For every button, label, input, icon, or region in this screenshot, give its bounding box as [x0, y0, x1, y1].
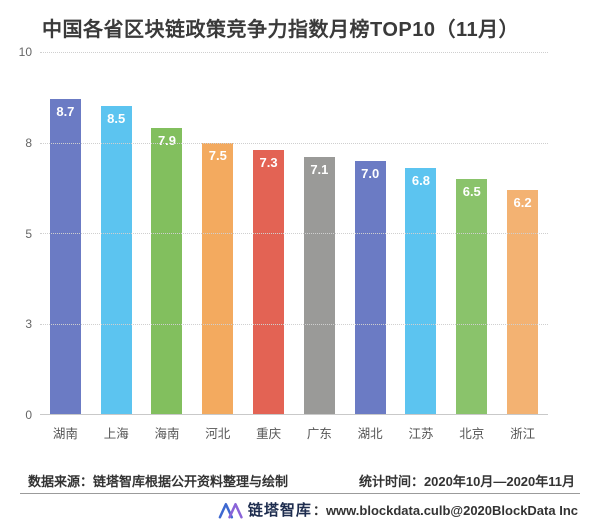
- bar-value-label: 7.9: [157, 133, 177, 149]
- footer-divider: [20, 493, 580, 494]
- bar-江苏: 6.8: [405, 167, 437, 414]
- bar-value-label: 7.0: [361, 165, 380, 181]
- x-axis-label: 江苏: [408, 427, 434, 441]
- bar-湖北: 7.0: [354, 160, 386, 414]
- bar-北京: 6.5: [456, 178, 488, 414]
- bar-value-label: 7.5: [208, 147, 227, 163]
- x-axis-label: 湖南: [52, 427, 78, 441]
- gridline: [40, 142, 548, 144]
- y-axis-tick-label: 0: [25, 408, 32, 422]
- y-axis-tick-label: 5: [25, 226, 32, 241]
- bar-value-label: 7.3: [259, 154, 278, 170]
- bar-湖南: 8.7: [49, 99, 81, 414]
- bar-column: 7.5: [192, 52, 243, 414]
- x-axis-label: 广东: [306, 427, 332, 441]
- page-title: 中国各省区块链政策竞争力指数月榜TOP10（11月）: [42, 19, 520, 41]
- bar-column: 8.7: [40, 52, 91, 414]
- gridline: [40, 52, 548, 53]
- bar-重庆: 7.3: [253, 149, 285, 414]
- bar-value-label: 8.5: [107, 111, 126, 127]
- footer-meta: 数据来源：链塔智库根据公开资料整理与绘制 统计时间：2020年10月—2020年…: [28, 471, 575, 490]
- bar-value-label: 8.7: [56, 104, 75, 120]
- bar-column: 6.8: [396, 52, 447, 414]
- bar-浙江: 6.2: [507, 189, 539, 414]
- y-axis: 10 8 5 3 0: [0, 45, 34, 422]
- x-axis-label: 湖北: [357, 427, 383, 441]
- bar-column: 7.3: [243, 52, 294, 414]
- plot-area: 8.7 8.5 7.9 7.5 7.3 7.1 7.0 6.8 6.5 6.2: [40, 52, 548, 415]
- x-axis-label: 北京: [459, 427, 485, 441]
- bar-column: 6.2: [497, 52, 548, 414]
- brand-bar: 链塔智库 ：www.blockdata.culb@2020BlockData I…: [218, 499, 578, 520]
- bar-上海: 8.5: [100, 106, 132, 414]
- y-axis-tick-label: 3: [25, 317, 32, 332]
- bar-value-label: 6.8: [411, 172, 430, 188]
- blockdata-logo-icon: [218, 502, 243, 518]
- x-axis-labels: 湖南 上海 海南 河北 重庆 广东 湖北 江苏 北京 浙江: [40, 423, 548, 442]
- brand-name: 链塔智库: [247, 502, 312, 519]
- y-axis-tick-label: 8: [25, 135, 32, 150]
- bar-海南: 7.9: [151, 128, 183, 414]
- bars: 8.7 8.5 7.9 7.5 7.3 7.1 7.0 6.8 6.5 6.2: [40, 52, 548, 414]
- data-source-text: 数据来源：链塔智库根据公开资料整理与绘制: [28, 474, 289, 489]
- bar-value-label: 6.2: [513, 194, 532, 210]
- bar-河北: 7.5: [202, 142, 234, 414]
- x-axis-label: 浙江: [510, 427, 536, 441]
- bar-广东: 7.1: [303, 156, 335, 414]
- bar-column: 7.0: [345, 52, 396, 414]
- bar-value-label: 7.1: [310, 161, 329, 177]
- bar-value-label: 6.5: [462, 183, 481, 199]
- bar-column: 8.5: [91, 52, 142, 414]
- x-axis-label: 重庆: [256, 427, 282, 441]
- brand-url-text: ：www.blockdata.culb@2020BlockData Inc: [312, 503, 578, 518]
- bar-column: 7.1: [294, 52, 345, 414]
- x-axis-label: 河北: [205, 427, 231, 441]
- gridline: [40, 323, 548, 325]
- x-axis-label: 海南: [154, 427, 180, 441]
- y-axis-tick-label: 10: [18, 45, 32, 59]
- bar-column: 6.5: [446, 52, 497, 414]
- gridline: [40, 233, 548, 234]
- stat-period-text: 统计时间：2020年10月—2020年11月: [358, 474, 575, 489]
- x-axis-label: 上海: [103, 427, 129, 441]
- bar-column: 7.9: [142, 52, 193, 414]
